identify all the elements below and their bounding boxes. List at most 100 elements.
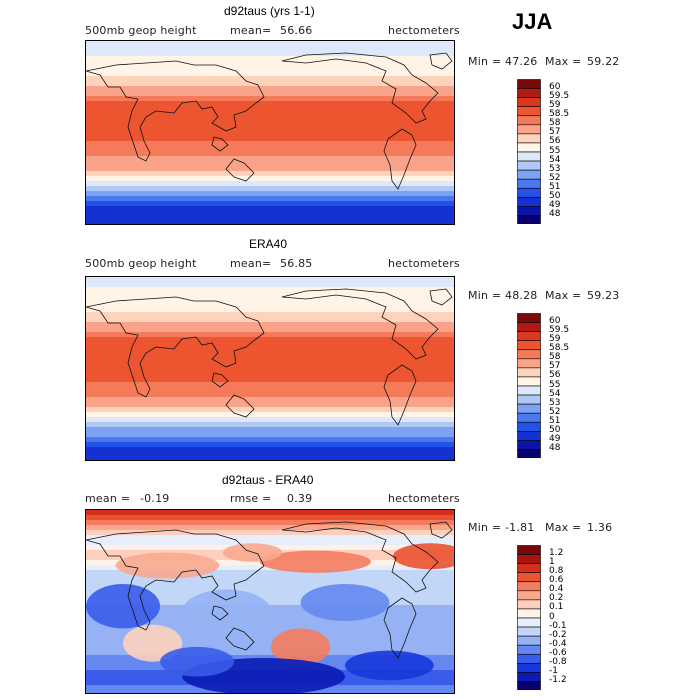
contour-band xyxy=(86,156,454,162)
contour-band xyxy=(86,645,454,651)
contour-band xyxy=(86,535,454,541)
contour-band xyxy=(86,216,454,222)
colorbar-box xyxy=(517,206,541,216)
anomaly-blob xyxy=(271,628,331,666)
panel-3-units: hectometers xyxy=(388,492,460,505)
colorbar-box xyxy=(517,79,541,89)
colorbar-tick-label: 53 xyxy=(549,163,561,174)
colorbar-tick-label: 60 xyxy=(549,82,561,93)
contour-band xyxy=(86,377,454,383)
panel-3-anomaly-blobs xyxy=(86,543,454,693)
contour-band xyxy=(86,635,454,641)
colorbar-tick-label: 55 xyxy=(549,145,561,156)
contour-band xyxy=(86,525,454,531)
coastline xyxy=(86,60,265,162)
contour-band xyxy=(86,317,454,323)
colorbar-tick-label: 50 xyxy=(549,190,561,201)
anomaly-blob xyxy=(86,584,160,629)
contour-band xyxy=(86,427,454,433)
contour-band xyxy=(86,312,454,318)
coastline xyxy=(211,136,229,152)
contour-band xyxy=(86,106,454,112)
panel-1-colorbar xyxy=(517,79,541,224)
colorbar-box xyxy=(517,672,541,682)
coastline xyxy=(86,296,265,398)
contour-band xyxy=(86,402,454,408)
coastline xyxy=(225,394,255,418)
contour-band xyxy=(86,585,454,591)
contour-band xyxy=(86,146,454,152)
panel-1-title: d92taus (yrs 1-1) xyxy=(224,4,315,18)
contour-band xyxy=(86,407,454,413)
contour-band xyxy=(86,206,454,212)
colorbar-box xyxy=(517,681,541,690)
coastline xyxy=(211,605,229,621)
contour-band xyxy=(86,515,454,521)
colorbar-tick-label: 59 xyxy=(549,100,561,111)
coastline xyxy=(281,288,439,360)
contour-band xyxy=(86,590,454,596)
panel-1-units: hectometers xyxy=(388,24,460,37)
contour-band xyxy=(86,221,454,224)
contour-band xyxy=(86,510,454,516)
panel-2-max-label: Max = xyxy=(545,289,582,302)
panel-3-coastlines xyxy=(86,521,453,659)
panel-2-title: ERA40 xyxy=(249,237,288,251)
contour-band xyxy=(86,41,454,47)
colorbar-box xyxy=(517,349,541,360)
panel-2-colorbar xyxy=(517,313,541,458)
colorbar-box xyxy=(517,313,541,323)
colorbar-tick-label: 50 xyxy=(549,424,561,435)
panel-2-contour-bands xyxy=(86,277,454,460)
colorbar-tick-label: -0.2 xyxy=(549,629,567,640)
colorbar-tick-label: 52 xyxy=(549,406,561,417)
panel-3-min-value: -1.81 xyxy=(505,521,535,534)
colorbar-box xyxy=(517,554,541,564)
colorbar-tick-label: 58.5 xyxy=(549,109,570,120)
colorbar-tick-label: -0.1 xyxy=(549,620,567,631)
coastline xyxy=(225,627,255,651)
contour-band xyxy=(86,101,454,107)
contour-band xyxy=(86,141,454,147)
colorbar-tick-label: -1 xyxy=(549,665,558,676)
colorbar-box xyxy=(517,115,541,126)
contour-band xyxy=(86,166,454,172)
contour-band xyxy=(86,352,454,358)
colorbar-box xyxy=(517,376,541,387)
anomaly-blob xyxy=(123,624,183,662)
colorbar-tick-label: 0.1 xyxy=(549,602,564,613)
coastline xyxy=(211,372,229,388)
contour-band xyxy=(86,76,454,82)
contour-band xyxy=(86,211,454,217)
colorbar-box xyxy=(517,644,541,655)
contour-band xyxy=(86,620,454,626)
contour-band xyxy=(86,530,454,536)
coastline xyxy=(383,364,417,426)
contour-band xyxy=(86,181,454,187)
panel-1-max-value: 59.22 xyxy=(587,55,620,68)
colorbar-box xyxy=(517,431,541,441)
contour-band xyxy=(86,292,454,298)
coastline xyxy=(225,158,255,182)
panel-3-min-label: Min = xyxy=(468,521,502,534)
contour-band xyxy=(86,66,454,72)
contour-band xyxy=(86,457,454,460)
contour-band xyxy=(86,322,454,328)
contour-band xyxy=(86,367,454,373)
colorbar-tick-label: 57 xyxy=(549,361,561,372)
colorbar-box xyxy=(517,151,541,162)
panel-1-map-svg xyxy=(86,41,454,224)
contour-band xyxy=(86,191,454,197)
contour-band xyxy=(86,126,454,132)
contour-band xyxy=(86,342,454,348)
colorbar-box xyxy=(517,124,541,135)
colorbar-tick-label: 1 xyxy=(549,557,555,568)
panel-1-colorbar-svg xyxy=(517,79,541,224)
colorbar-tick-label: 0.8 xyxy=(549,566,564,577)
contour-band xyxy=(86,650,454,656)
panel-2-variable-label: 500mb geop height xyxy=(85,257,197,270)
panel-2-mean-label: mean= xyxy=(230,257,272,270)
contour-band xyxy=(86,121,454,127)
colorbar-tick-label: 59.5 xyxy=(549,325,570,336)
colorbar-tick-label: 58 xyxy=(549,352,561,363)
